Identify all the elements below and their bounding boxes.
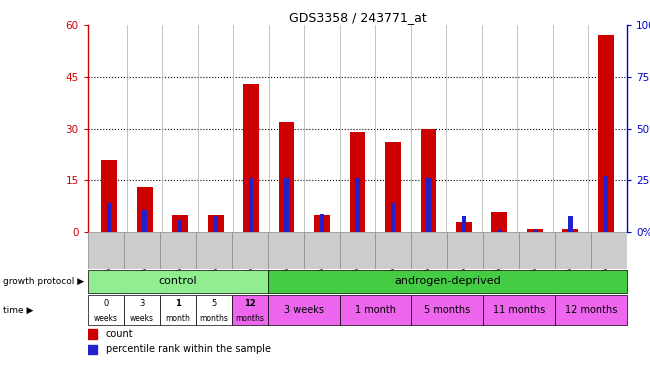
Bar <box>196 295 231 325</box>
Text: 3: 3 <box>139 299 144 308</box>
Text: percentile rank within the sample: percentile rank within the sample <box>105 344 270 354</box>
Bar <box>88 345 97 354</box>
Bar <box>456 222 472 232</box>
Bar <box>421 129 436 232</box>
Bar <box>604 176 608 232</box>
Bar <box>426 179 430 232</box>
Bar <box>497 230 502 232</box>
Text: control: control <box>159 276 197 286</box>
Text: 12 months: 12 months <box>565 305 618 315</box>
Bar <box>519 232 555 269</box>
Bar <box>249 179 253 232</box>
Bar <box>142 210 147 232</box>
Bar <box>339 232 376 269</box>
Bar <box>160 232 196 269</box>
Bar <box>527 229 543 232</box>
Bar <box>555 295 627 325</box>
Text: 1 month: 1 month <box>355 305 396 315</box>
Text: 5: 5 <box>211 299 216 308</box>
Bar <box>88 232 124 269</box>
Text: 0: 0 <box>103 299 109 308</box>
Bar <box>231 295 268 325</box>
Bar <box>598 35 614 232</box>
Bar <box>124 295 160 325</box>
Bar <box>350 132 365 232</box>
Bar <box>107 203 111 232</box>
Bar <box>88 329 97 339</box>
Title: GDS3358 / 243771_at: GDS3358 / 243771_at <box>289 11 426 24</box>
Bar <box>462 216 466 232</box>
Text: growth protocol ▶: growth protocol ▶ <box>3 277 84 286</box>
Bar <box>304 232 339 269</box>
Bar <box>101 160 117 232</box>
Bar <box>411 295 484 325</box>
Bar <box>124 232 160 269</box>
Text: month: month <box>165 314 190 323</box>
Text: months: months <box>235 314 264 323</box>
Bar <box>160 295 196 325</box>
Bar <box>484 232 519 269</box>
Text: 3 weeks: 3 weeks <box>283 305 324 315</box>
Text: 1: 1 <box>175 299 181 308</box>
Bar <box>592 232 627 269</box>
Bar <box>491 212 508 232</box>
Bar <box>391 203 395 232</box>
Bar <box>411 232 447 269</box>
Bar <box>356 179 359 232</box>
Bar <box>213 216 218 232</box>
Text: count: count <box>105 329 133 339</box>
Bar <box>268 295 339 325</box>
Bar <box>376 232 411 269</box>
Text: time ▶: time ▶ <box>3 306 34 314</box>
Bar <box>447 232 484 269</box>
Text: months: months <box>199 314 228 323</box>
Bar <box>88 295 124 325</box>
Text: 5 months: 5 months <box>424 305 471 315</box>
Bar <box>172 215 188 232</box>
Bar <box>314 215 330 232</box>
Bar <box>243 84 259 232</box>
Bar <box>385 142 401 232</box>
Bar <box>88 270 268 293</box>
Bar <box>178 220 182 232</box>
Bar <box>268 270 627 293</box>
Bar <box>207 215 224 232</box>
Bar <box>562 229 578 232</box>
Text: 12: 12 <box>244 299 255 308</box>
Text: androgen-deprived: androgen-deprived <box>394 276 500 286</box>
Text: weeks: weeks <box>94 314 118 323</box>
Bar <box>484 295 555 325</box>
Bar <box>320 214 324 232</box>
Text: 11 months: 11 months <box>493 305 545 315</box>
Bar <box>339 295 411 325</box>
Bar <box>231 232 268 269</box>
Bar <box>136 187 153 232</box>
Bar <box>285 179 289 232</box>
Bar <box>533 230 537 232</box>
Text: weeks: weeks <box>130 314 153 323</box>
Bar <box>268 232 304 269</box>
Bar <box>196 232 231 269</box>
Bar <box>279 122 294 232</box>
Bar <box>568 216 573 232</box>
Bar <box>555 232 592 269</box>
